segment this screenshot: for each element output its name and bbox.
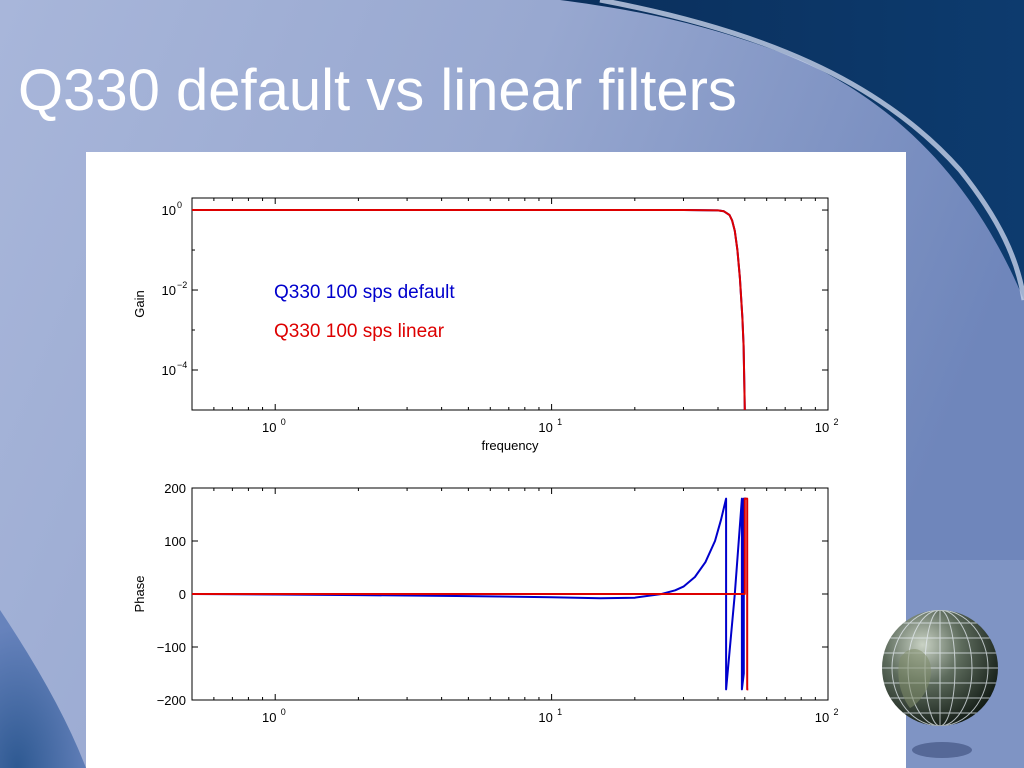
- series-line-1: [192, 497, 749, 691]
- gain-tick-labels: 10 0 10 1 10 210 −410 −210 0: [162, 200, 839, 435]
- x-tick-label-exponent: 2: [833, 707, 838, 717]
- x-tick-label: 10: [815, 710, 829, 725]
- gain-plot-area: [191, 197, 829, 411]
- legend-label-default: Q330 100 sps default: [274, 282, 455, 303]
- gain-chart: 10 0 10 1 10 210 −410 −210 0 frequency Gain Q330…: [132, 197, 839, 453]
- y-tick-label: 10: [162, 203, 176, 218]
- y-tick-label: 200: [164, 481, 186, 496]
- y-tick-label: −100: [157, 640, 186, 655]
- series-line-1: [192, 209, 746, 411]
- x-tick-label-exponent: 1: [557, 707, 562, 717]
- x-tick-label-exponent: 2: [833, 417, 838, 427]
- x-tick-label: 10: [538, 710, 552, 725]
- phase-series: [191, 497, 749, 691]
- y-tick-label: 10: [162, 283, 176, 298]
- slide-title: Q330 default vs linear filters: [18, 58, 737, 123]
- series-line-0: [191, 497, 746, 691]
- x-tick-label: 10: [262, 420, 276, 435]
- y-tick-label-exponent: −2: [177, 280, 187, 290]
- gain-y-axis-label: Gain: [132, 290, 147, 317]
- y-tick-label-exponent: −4: [177, 360, 187, 370]
- x-tick-label-exponent: 0: [281, 707, 286, 717]
- gain-series: [192, 209, 746, 411]
- gain-x-axis-label: frequency: [481, 438, 539, 453]
- x-tick-label-exponent: 1: [557, 417, 562, 427]
- chart-panel: 10 0 10 1 10 2 10 −4 10 −2 10 0 frequency Gain Q330…: [86, 152, 906, 768]
- globe-icon: [882, 610, 998, 758]
- x-tick-label: 10: [262, 710, 276, 725]
- y-tick-label: 100: [164, 534, 186, 549]
- x-tick-label: 10: [538, 420, 552, 435]
- y-tick-label-exponent: 0: [177, 200, 182, 210]
- x-tick-label: 10: [815, 420, 829, 435]
- y-tick-label: 10: [162, 363, 176, 378]
- chart-canvas: 10 0 10 1 10 210 −410 −210 0 frequency Gain Q330…: [132, 197, 839, 725]
- phase-y-axis-label: Phase: [132, 576, 147, 613]
- legend-label-linear: Q330 100 sps linear: [274, 321, 445, 342]
- x-tick-label-exponent: 0: [281, 417, 286, 427]
- y-tick-label: 0: [179, 587, 186, 602]
- y-tick-label: −200: [157, 693, 186, 708]
